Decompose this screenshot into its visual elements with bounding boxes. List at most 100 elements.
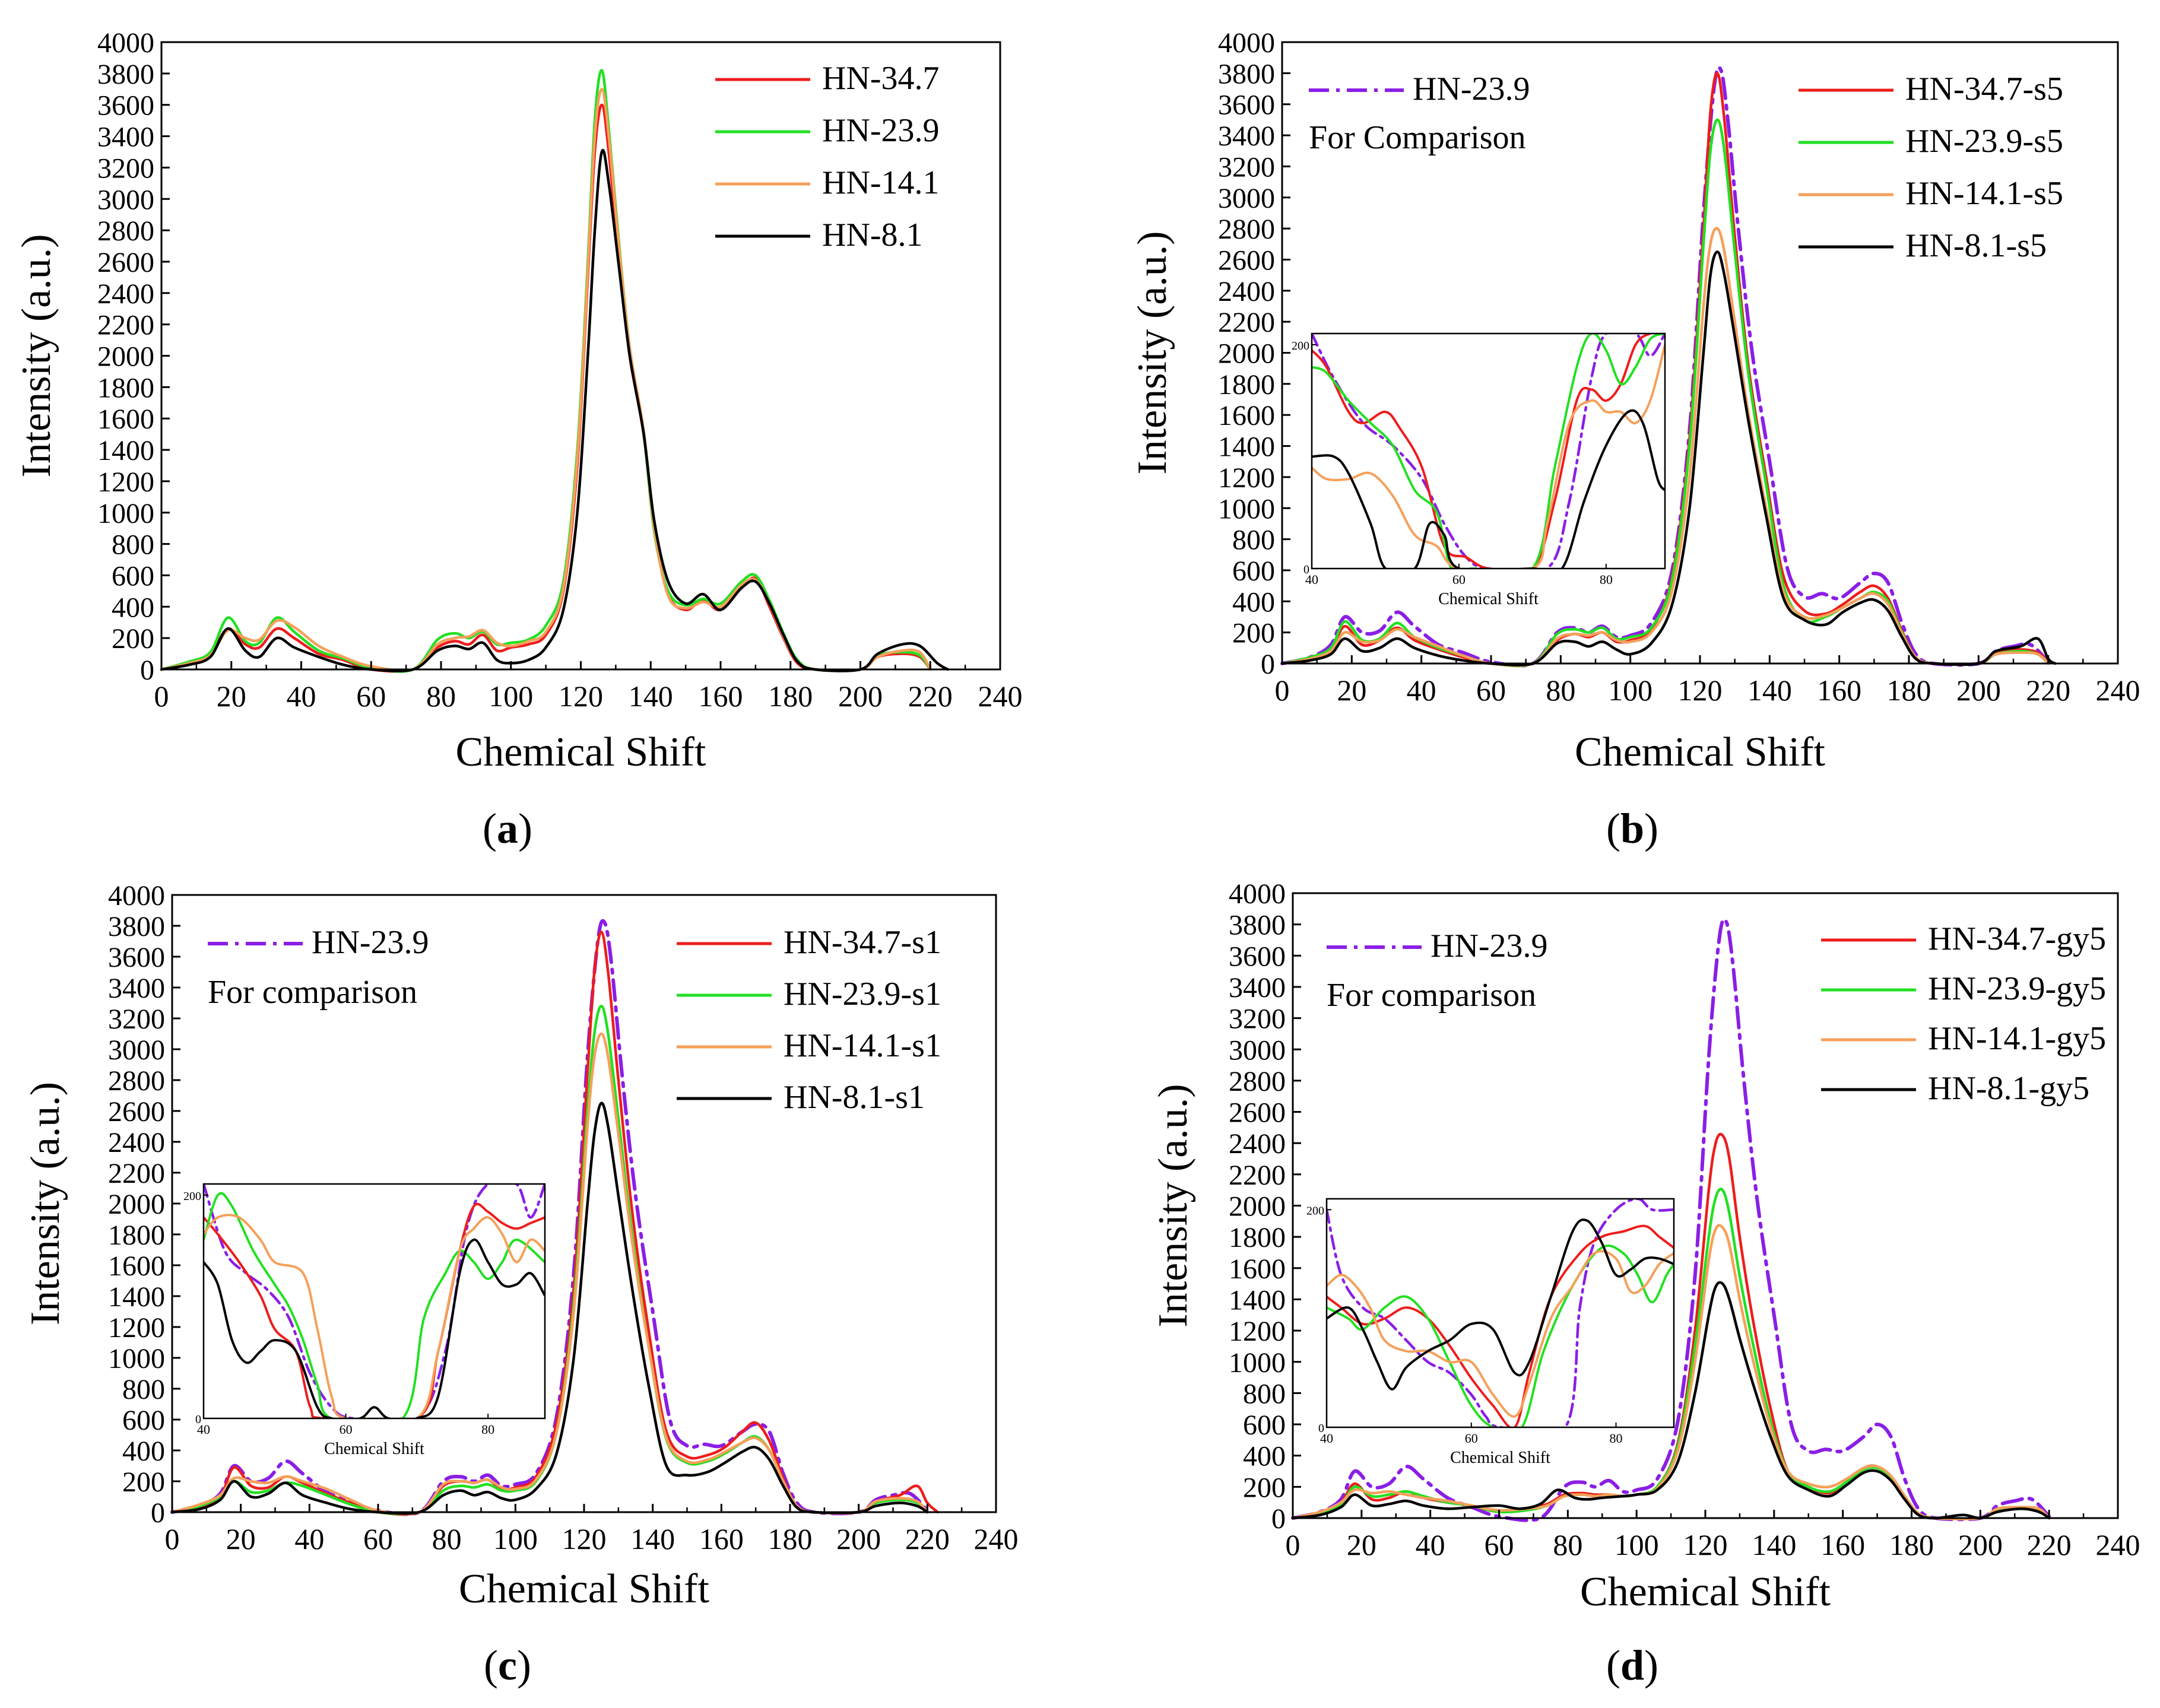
y-tick-label: 4000 xyxy=(1218,27,1275,59)
y-tick-label: 1200 xyxy=(1218,462,1275,494)
legend: HN-34.7-s5 HN-23.9-s5 HN-14.1-s5 HN-8.1-s5 xyxy=(1799,71,2063,264)
reference-legend-note: For comparison xyxy=(1327,977,1536,1014)
inset-series-line-HN-23.9 xyxy=(1312,334,1665,569)
x-tick-label: 100 xyxy=(493,1522,538,1555)
series-group xyxy=(1280,65,2057,668)
legend-label-HN-34.7: HN-34.7 xyxy=(822,60,940,97)
y-tick-label: 2600 xyxy=(97,247,154,278)
x-tick-label: 40 xyxy=(287,680,316,713)
series-line-HN-14.1-s1 xyxy=(170,1032,929,1516)
legend: HN-34.7-s1 HN-23.9-s1 HN-14.1-s1 HN-8.1-s1 xyxy=(677,924,941,1116)
inset-x-tick-label: 80 xyxy=(1600,572,1613,587)
y-tick-label: 800 xyxy=(1243,1378,1286,1409)
reference-legend-label: HN-23.9 xyxy=(1413,71,1530,107)
x-tick-label: 60 xyxy=(363,1522,393,1555)
x-tick-label: 240 xyxy=(2096,674,2140,707)
x-tick-label: 0 xyxy=(154,680,169,713)
x-tick-label: 0 xyxy=(1286,1528,1301,1561)
x-tick-label: 120 xyxy=(559,680,603,713)
x-tick-label: 0 xyxy=(165,1522,180,1555)
y-tick-label: 1800 xyxy=(97,372,154,404)
y-tick-label: 0 xyxy=(1271,1503,1286,1535)
chart-panel-a: 0 20 40 60 80 100 120 140 160 180 200 220 2400200400… xyxy=(14,27,1023,852)
x-tick-label: 240 xyxy=(974,1522,1019,1555)
y-tick-label: 2800 xyxy=(1229,1066,1286,1097)
inset-x-tick-label: 60 xyxy=(340,1422,353,1437)
y-tick-label: 200 xyxy=(1243,1472,1286,1503)
y-tick-label: 1600 xyxy=(97,404,154,435)
legend: HN-34.7 HN-23.9 HN-14.1 HN-8.1 xyxy=(715,60,940,253)
series-line-HN-14.1-gy5 xyxy=(1291,1224,2051,1520)
y-tick-label: 600 xyxy=(122,1405,165,1436)
x-tick-label: 180 xyxy=(1887,674,1931,707)
inset-series-line-HN-8.1-gy5 xyxy=(1327,1218,1674,1390)
inset-frame xyxy=(1325,1198,1675,1428)
x-tick-label: 20 xyxy=(1337,674,1366,707)
panel-letter: d xyxy=(1620,1642,1644,1689)
y-tick-label: 600 xyxy=(1243,1409,1286,1441)
x-tick-label: 100 xyxy=(1615,1528,1659,1561)
y-axis-label: Intensity (a.u.) xyxy=(1150,1084,1196,1327)
series-line-HN-14.1 xyxy=(160,88,932,672)
y-tick-label: 0 xyxy=(140,655,154,686)
inset-series-line-HN-8.1-s1 xyxy=(204,1238,545,1418)
y-axis-label: Intensity (a.u.) xyxy=(1130,231,1175,474)
x-tick-label: 60 xyxy=(356,680,386,713)
chart-panel-d: 0 20 40 60 80 100 120 140 160 180 200 220 2400200400… xyxy=(1150,878,2140,1689)
x-axis-label: Chemical Shift xyxy=(1575,729,1825,775)
x-tick-label: 100 xyxy=(1608,674,1652,707)
y-tick-label: 2600 xyxy=(1229,1097,1286,1129)
y-tick-label: 3400 xyxy=(1229,972,1286,1004)
inset-background xyxy=(1327,1199,1674,1427)
y-tick-label: 400 xyxy=(112,592,154,623)
y-tick-label: 3800 xyxy=(1229,910,1286,941)
inset-y-tick-label: 0 xyxy=(1318,1422,1324,1435)
inset-background xyxy=(204,1184,545,1418)
y-tick-label: 1600 xyxy=(1229,1253,1286,1285)
inset-y-tick-label: 0 xyxy=(195,1413,201,1426)
inset-x-axis-label: Chemical Shift xyxy=(324,1440,424,1458)
y-tick-label: 3800 xyxy=(1218,58,1275,90)
legend-label-HN-8.1: HN-8.1 xyxy=(822,217,923,253)
x-tick-label: 180 xyxy=(768,1522,813,1555)
y-tick-label: 800 xyxy=(122,1374,165,1405)
y-tick-label: 1800 xyxy=(1218,369,1275,401)
x-tick-label: 240 xyxy=(978,680,1023,713)
x-tick-label: 180 xyxy=(1889,1528,1934,1561)
inset-x-tick-label: 80 xyxy=(1610,1431,1623,1446)
reference-legend: HN-23.9 For Comparison xyxy=(1309,71,1530,156)
y-tick-label: 3600 xyxy=(1218,90,1275,121)
inset-x-axis-label: Chemical Shift xyxy=(1438,590,1539,608)
y-axis-label: Intensity (a.u.) xyxy=(23,1082,68,1325)
series-line-HN-8.1-gy5 xyxy=(1291,1281,2051,1520)
reference-legend-note: For Comparison xyxy=(1309,119,1526,156)
chart-panel-c: 0 20 40 60 80 100 120 140 160 180 200 220 2400200400… xyxy=(23,880,1019,1689)
series-line-HN-8.1-s5 xyxy=(1280,250,2057,666)
x-tick-label: 40 xyxy=(1407,674,1436,707)
y-tick-label: 200 xyxy=(112,623,154,655)
y-tick-label: 400 xyxy=(122,1436,165,1467)
inset-series-line-HN-14.1-s1 xyxy=(204,1214,545,1418)
series-line-HN-8.1-s1 xyxy=(170,1101,929,1515)
x-tick-label: 220 xyxy=(2026,674,2070,707)
x-tick-label: 140 xyxy=(1752,1528,1796,1561)
y-tick-label: 1800 xyxy=(108,1220,165,1251)
x-tick-label: 200 xyxy=(836,1522,881,1555)
inset-x-axis-label: Chemical Shift xyxy=(1450,1449,1550,1467)
x-tick-label: 160 xyxy=(699,1522,744,1555)
y-tick-label: 200 xyxy=(1232,618,1275,649)
legend-label-HN-8.1-gy5: HN-8.1-gy5 xyxy=(1928,1070,2089,1107)
series-line-HN-34.7 xyxy=(160,103,932,673)
y-tick-label: 3200 xyxy=(1218,151,1275,183)
y-tick-label: 1400 xyxy=(1229,1284,1286,1316)
legend-label-HN-23.9-gy5: HN-23.9-gy5 xyxy=(1928,970,2106,1007)
x-tick-label: 100 xyxy=(489,680,533,713)
reference-legend: HN-23.9 For comparison xyxy=(1327,928,1548,1014)
y-tick-label: 3600 xyxy=(97,90,154,122)
inset-frame xyxy=(1311,332,1666,570)
series-group xyxy=(170,919,939,1516)
series-line-HN-23.9 xyxy=(160,69,932,673)
x-tick-label: 160 xyxy=(1817,674,1861,707)
y-tick-label: 600 xyxy=(112,560,154,592)
series-line-HN-23.9-s5 xyxy=(1280,118,2050,668)
